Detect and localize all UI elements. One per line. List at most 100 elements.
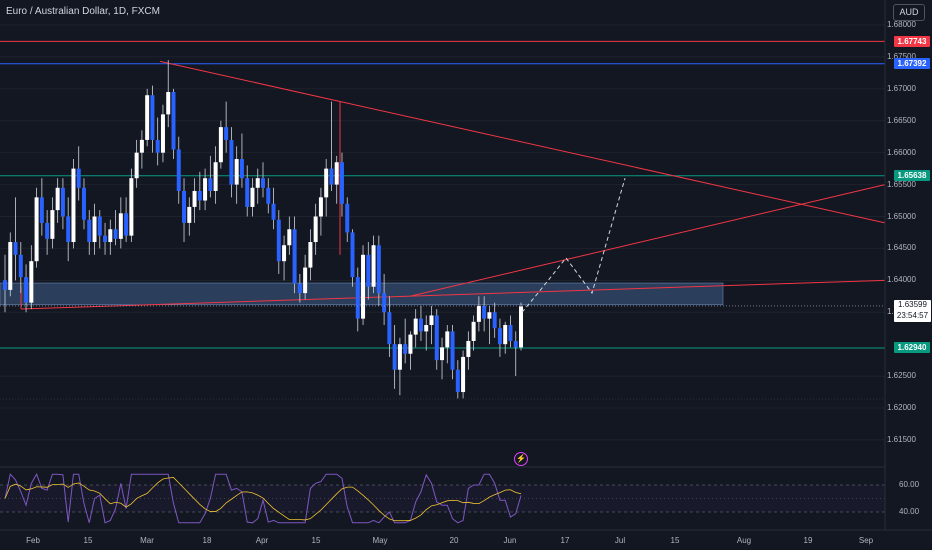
candle (255, 168, 260, 204)
time-label: 20 (449, 536, 459, 545)
candle (234, 146, 239, 204)
trend-line[interactable] (409, 184, 886, 297)
candle (513, 331, 518, 377)
currency-button[interactable]: AUD (893, 4, 925, 21)
candle-body (292, 229, 297, 284)
price-label: 1.61500 (887, 434, 916, 444)
candle-body (87, 219, 92, 243)
candle (450, 325, 455, 380)
candle-body (297, 283, 302, 294)
price-label: 1.66500 (887, 115, 916, 125)
candle (334, 155, 339, 204)
candle (440, 337, 445, 380)
candle-body (255, 178, 260, 188)
candle (519, 302, 523, 351)
candle-body (318, 197, 323, 217)
candle-body (3, 280, 7, 290)
current-price-value: 1.63599 (898, 300, 927, 309)
candle (266, 178, 271, 214)
candle-body (392, 344, 397, 370)
candle (113, 210, 118, 246)
candle (192, 178, 197, 223)
candle (376, 235, 381, 306)
candle (103, 222, 108, 255)
candle-body (8, 242, 13, 290)
time-label: Aug (736, 536, 752, 545)
candle (397, 337, 402, 396)
candle-body (276, 219, 281, 262)
candle-body (350, 232, 355, 278)
lightning-icon[interactable]: ⚡ (514, 452, 528, 466)
candle (224, 101, 229, 153)
trend-line[interactable] (20, 279, 886, 310)
candle (508, 315, 513, 348)
rsi-label-40: 40.00 (899, 507, 920, 516)
candle-body (261, 178, 265, 188)
candle (503, 321, 508, 354)
candle-body (308, 242, 313, 268)
price-label: 1.64000 (887, 275, 916, 285)
candle (124, 197, 129, 243)
candle-body (187, 206, 192, 223)
candle (282, 235, 287, 281)
candle-body (471, 321, 476, 341)
candle (139, 130, 144, 169)
candle (366, 242, 371, 300)
candle-body (455, 369, 460, 393)
candle (271, 187, 276, 230)
candle (329, 101, 334, 191)
candle-body (513, 340, 518, 348)
candle (482, 296, 487, 332)
candle-body (208, 178, 213, 191)
candle-body (339, 162, 344, 204)
candle (429, 305, 434, 345)
candle (413, 309, 418, 348)
candle-body (229, 139, 234, 185)
candle-body (366, 254, 371, 287)
candle (318, 187, 323, 236)
projection-path[interactable] (521, 178, 626, 313)
candle (445, 325, 450, 364)
candle (55, 178, 60, 223)
trend-line[interactable] (159, 60, 886, 224)
candle (71, 159, 76, 249)
candle-body (155, 139, 160, 153)
candle (466, 331, 471, 370)
candle (3, 254, 7, 313)
candle-body (487, 312, 492, 319)
candle (166, 60, 171, 128)
candle (129, 168, 134, 243)
candle (382, 273, 387, 326)
candle-body (92, 216, 97, 243)
symbol-title: Euro / Australian Dollar, 1D, FXCM (6, 6, 160, 17)
candle-body (81, 187, 86, 220)
candle (476, 296, 481, 332)
candle (492, 302, 497, 338)
candle-body (303, 267, 308, 294)
candle-body (145, 95, 150, 140)
time-label: Apr (255, 536, 269, 545)
price-label: 1.66000 (887, 147, 916, 157)
candle-body (97, 216, 102, 236)
time-label: Jul (614, 536, 626, 545)
price-tag: 1.67392 (894, 58, 930, 70)
time-label: Feb (26, 536, 40, 545)
candle-body (71, 168, 76, 243)
candles (3, 60, 523, 399)
price-tag: 1.65638 (894, 170, 930, 182)
candle (160, 104, 165, 163)
candle-body (345, 203, 350, 233)
candle-body (245, 178, 250, 207)
candle-body (324, 168, 329, 198)
price-label: 1.67500 (887, 51, 916, 61)
candle (355, 267, 360, 332)
candle-body (492, 312, 497, 329)
candle (18, 242, 23, 294)
candle (250, 178, 255, 217)
candle (213, 146, 218, 204)
candle-body (118, 213, 123, 239)
price-label: 1.68000 (887, 20, 916, 29)
candle-body (418, 318, 423, 332)
candle-body (197, 190, 202, 201)
